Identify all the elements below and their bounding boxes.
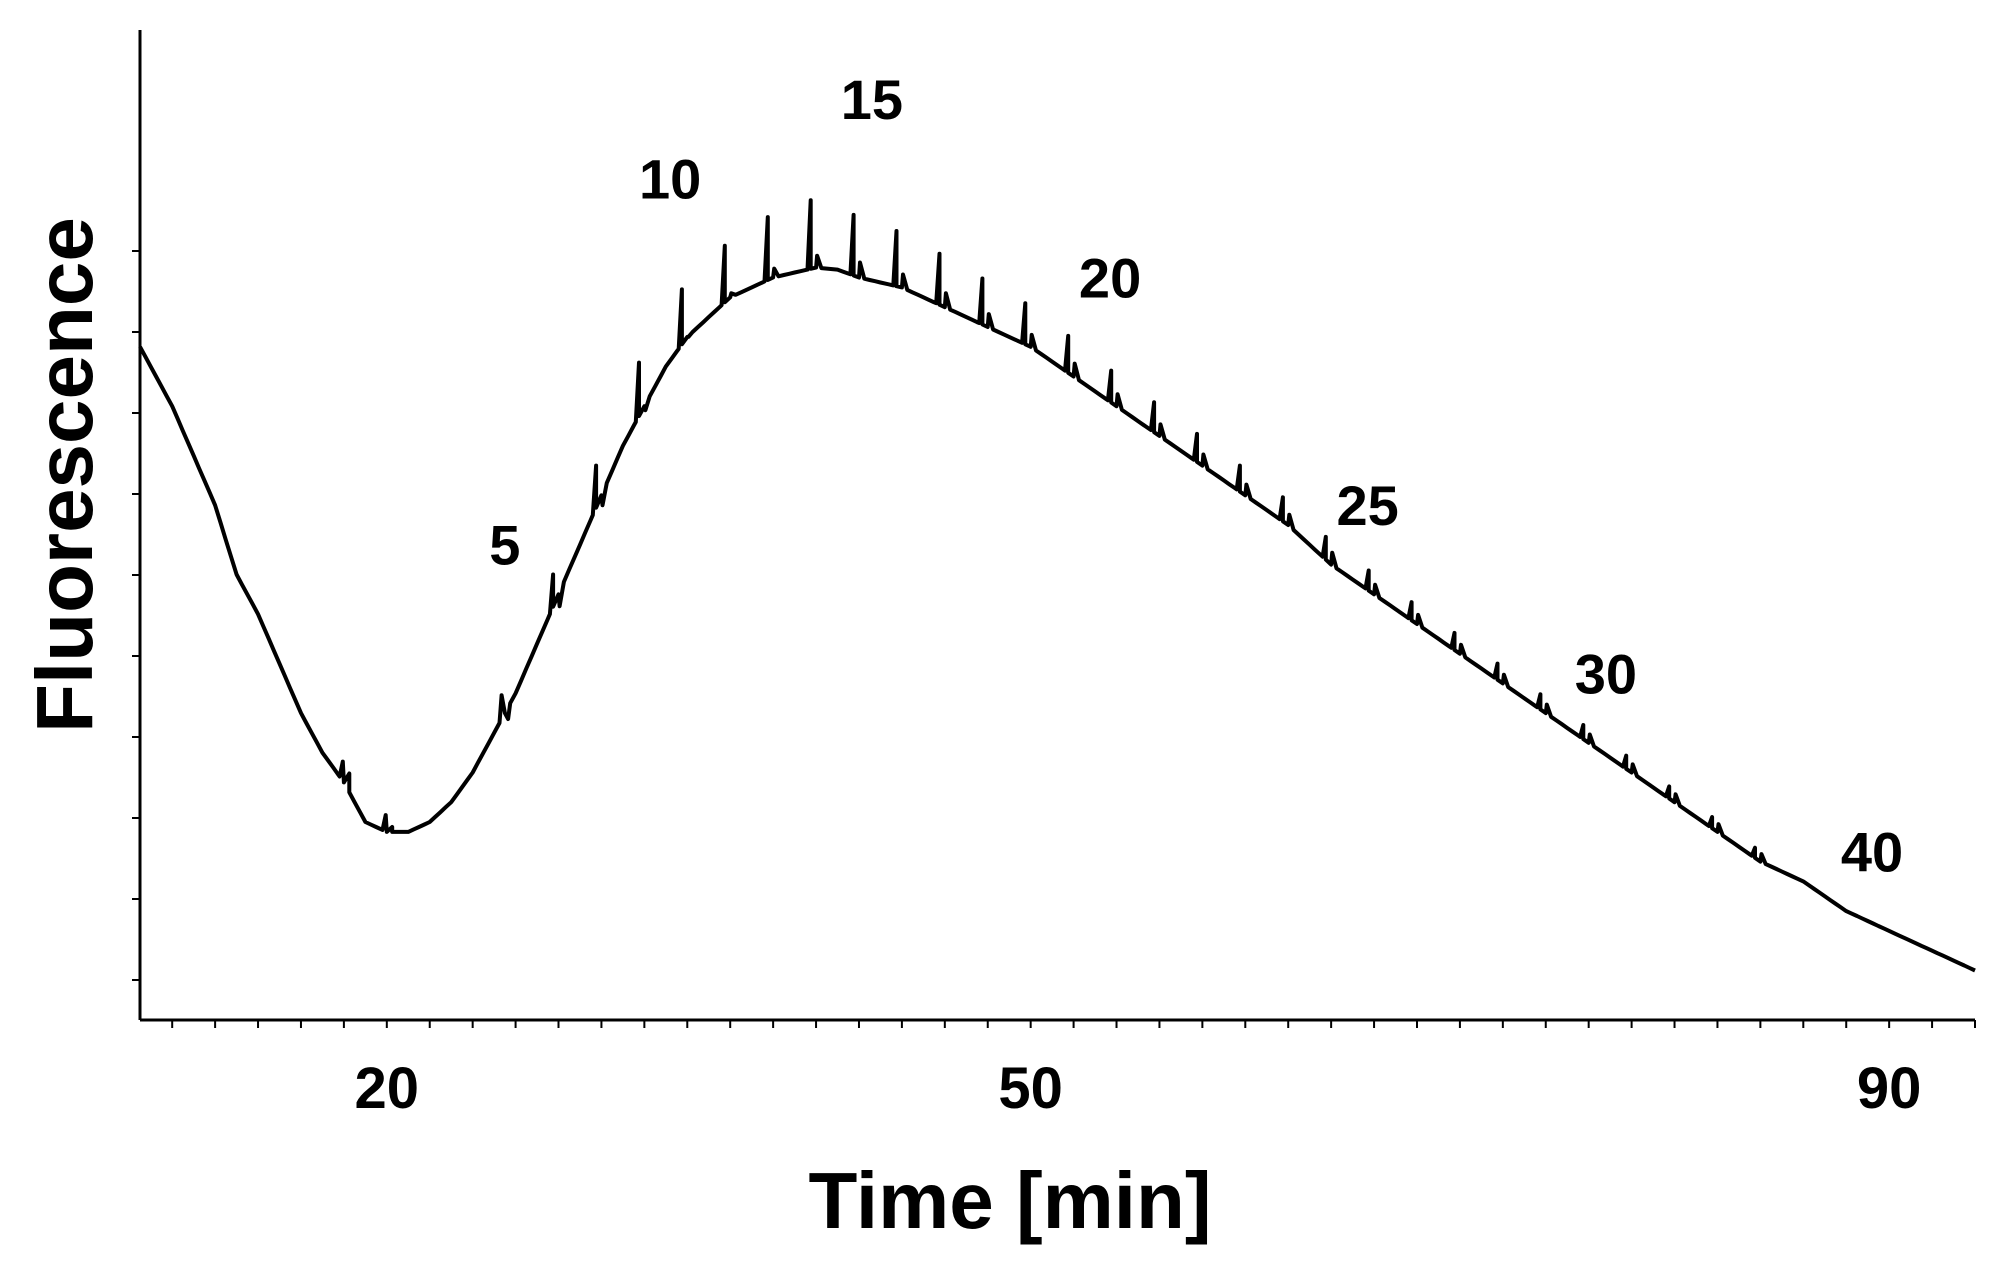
x-tick-label: 20: [355, 1056, 420, 1121]
sample-number-label: 10: [639, 147, 701, 210]
x-tick-label: 50: [998, 1056, 1063, 1121]
sample-number-label: 25: [1336, 474, 1398, 537]
sample-number-label: 15: [841, 68, 903, 131]
axes: [138, 30, 1975, 1022]
y-axis-label: Fluorescence: [20, 217, 109, 733]
sample-number-label: 40: [1841, 821, 1903, 884]
annotation-labels: 5 10 15 20 25 30 40: [489, 68, 1903, 883]
y-axis-ticks: [132, 250, 140, 981]
sample-number-label: 5: [489, 514, 520, 577]
x-tick-label: 90: [1857, 1056, 1922, 1121]
sample-number-label: 20: [1079, 246, 1141, 309]
sample-number-label: 30: [1575, 642, 1637, 705]
x-axis-ticks: [171, 1020, 1976, 1028]
x-axis-tick-labels: 20 50 90: [355, 1056, 1922, 1121]
fluorescence-series-line: [138, 198, 1976, 973]
x-axis-label: Time [min]: [808, 1156, 1211, 1245]
